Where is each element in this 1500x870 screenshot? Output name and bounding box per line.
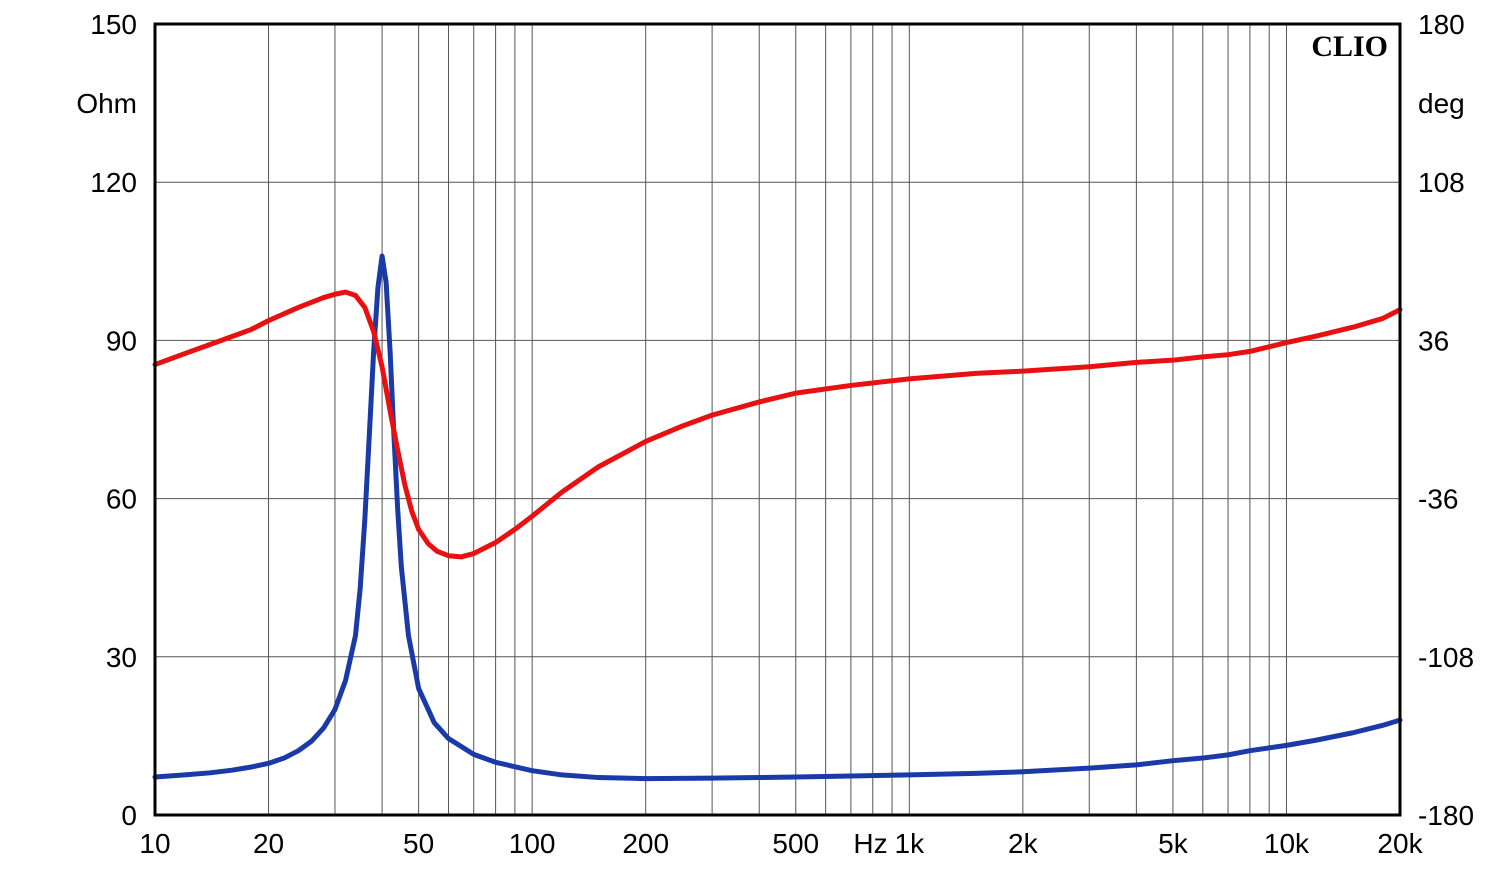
y-left-tick-label: 30 <box>106 642 137 673</box>
x-tick-label: 500 <box>772 828 819 859</box>
x-tick-label: 20 <box>253 828 284 859</box>
brand-label: CLIO <box>1311 30 1388 63</box>
x-tick-label: 1k <box>895 828 926 859</box>
y-left-tick-label: 90 <box>106 325 137 356</box>
x-tick-label: 200 <box>622 828 669 859</box>
x-tick-label: 100 <box>509 828 556 859</box>
y-left-tick-label: 0 <box>121 800 137 831</box>
x-tick-label: 10k <box>1264 828 1310 859</box>
impedance-phase-chart: 10 20 50 100 200 500 1k 2k 5k 10k 20k Hz 0 30 60 90 120 1… <box>0 0 1500 870</box>
y-right-tick-label: -108 <box>1418 642 1474 673</box>
y-right-tick-label: -36 <box>1418 484 1458 515</box>
y-left-tick-label: 120 <box>90 167 137 198</box>
x-axis-unit: Hz <box>853 828 887 859</box>
y-right-tick-label: 108 <box>1418 167 1465 198</box>
y-right-tick-label: -180 <box>1418 800 1474 831</box>
y-left-unit: Ohm <box>76 88 137 119</box>
x-tick-label: 50 <box>403 828 434 859</box>
y-right-tick-label: 36 <box>1418 325 1449 356</box>
x-tick-label: 5k <box>1158 828 1189 859</box>
y-left-tick-label: 60 <box>106 484 137 515</box>
y-right-tick-label: 180 <box>1418 9 1465 40</box>
y-left-tick-label: 150 <box>90 9 137 40</box>
chart-svg: 10 20 50 100 200 500 1k 2k 5k 10k 20k Hz 0 30 60 90 120 1… <box>0 0 1500 870</box>
x-tick-label: 20k <box>1377 828 1423 859</box>
y-right-unit: deg <box>1418 88 1465 119</box>
x-tick-label: 10 <box>139 828 170 859</box>
x-tick-label: 2k <box>1008 828 1039 859</box>
